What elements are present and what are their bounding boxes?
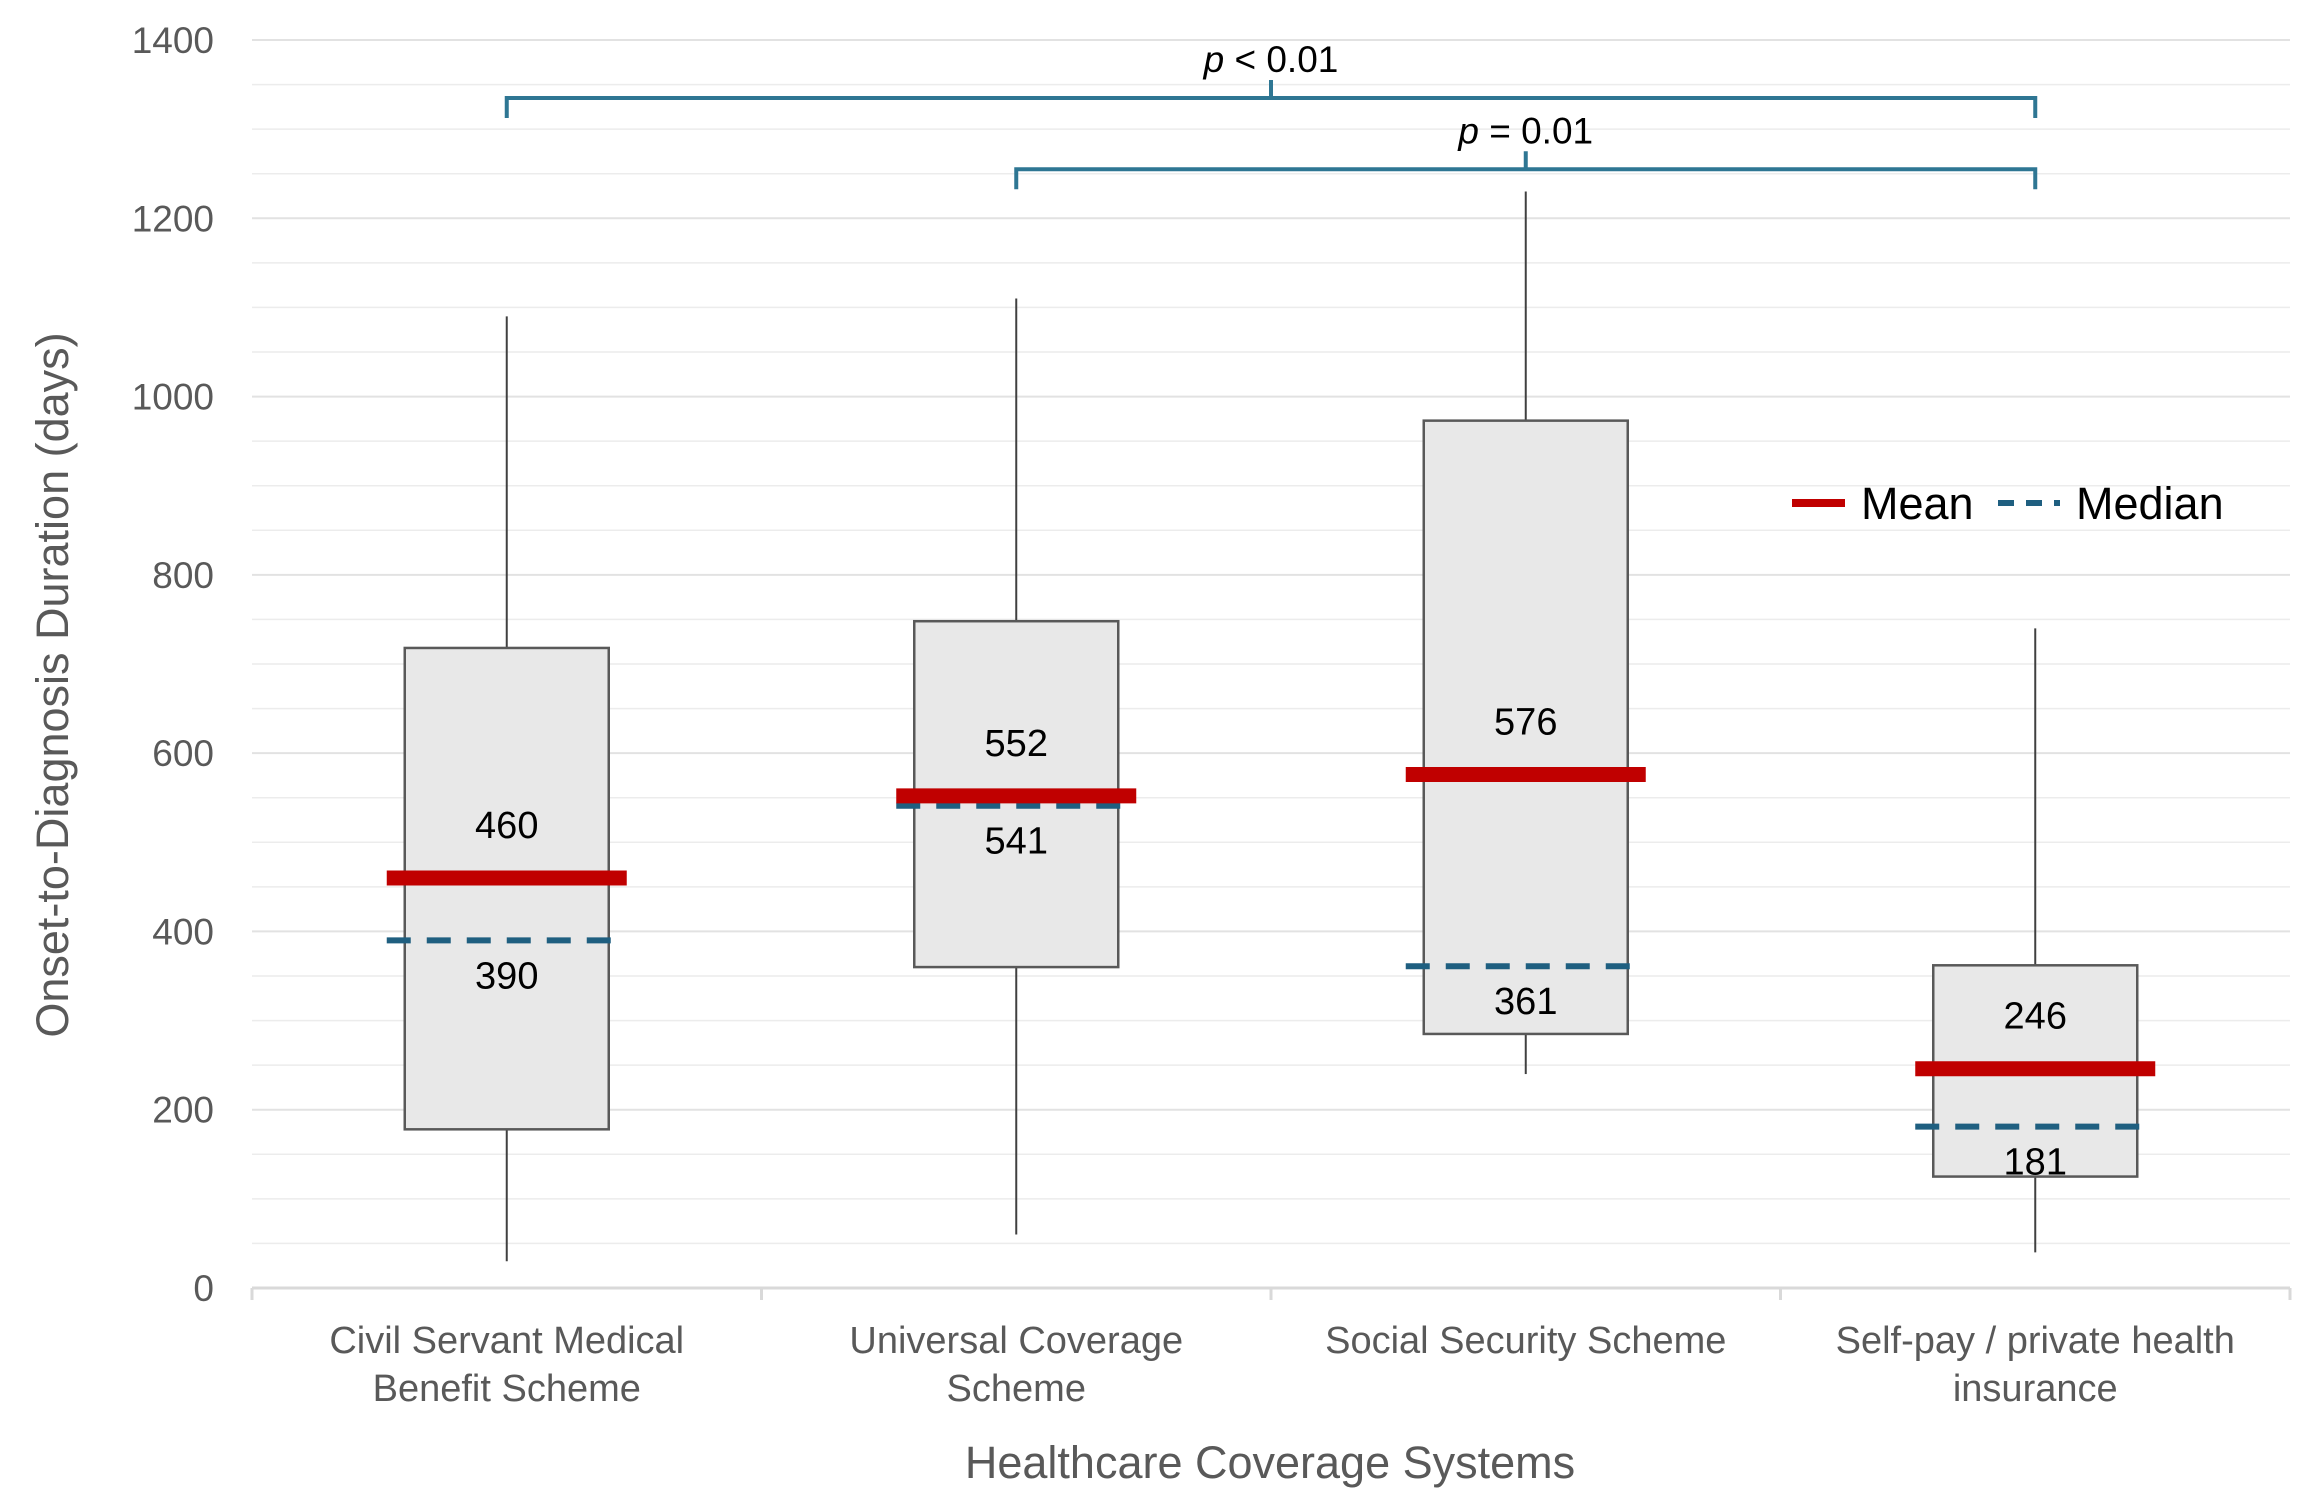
y-tick-label: 400 — [152, 911, 214, 952]
y-tick-label: 1200 — [132, 198, 214, 239]
box-iqr — [403, 646, 610, 1131]
significance-brackets: p < 0.01 p = 0.01 — [504, 39, 2038, 190]
mean-value-label: 460 — [475, 805, 538, 847]
boxes: 460 390 552 541 576 361 246 181 — [386, 191, 2156, 1262]
box-iqr — [1422, 419, 1629, 1036]
category-label: Social Security Scheme — [1325, 1320, 1726, 1362]
category-label: Self-pay / private health insurance — [1836, 1320, 2235, 1410]
mean-value-label: 552 — [985, 723, 1048, 765]
axes: 0 200 400 600 800 1000 1200 1400 Civil Servant M… — [132, 20, 2292, 1410]
y-tick-label: 1400 — [132, 20, 214, 61]
y-tick-label: 1000 — [132, 377, 214, 418]
x-axis-title: Healthcare Coverage Systems — [965, 1437, 1575, 1488]
y-tick-label: 200 — [152, 1090, 214, 1131]
median-value-label: 361 — [1494, 981, 1557, 1023]
p-value-label: p = 0.01 — [1457, 110, 1593, 151]
category-label: Universal Coverage Scheme — [849, 1320, 1183, 1410]
category-label: Civil Servant Medical Benefit Scheme — [329, 1320, 684, 1410]
legend-mean-label: Mean — [1861, 478, 1974, 529]
legend-median-label: Median — [2076, 478, 2224, 529]
y-axis-title: Onset-to-Diagnosis Duration (days) — [27, 332, 78, 1037]
median-value-label: 390 — [475, 955, 538, 997]
significance-bracket — [504, 79, 2038, 118]
legend: Mean Median — [1792, 478, 2224, 529]
mean-value-label: 576 — [1494, 702, 1557, 744]
y-tick-label: 800 — [152, 555, 214, 596]
mean-value-label: 246 — [2004, 996, 2067, 1038]
median-value-label: 541 — [985, 821, 1048, 863]
y-tick-label: 0 — [193, 1268, 214, 1309]
y-tick-label: 600 — [152, 733, 214, 774]
significance-bracket — [1014, 151, 2038, 190]
median-value-label: 181 — [2004, 1142, 2067, 1184]
p-value-label: p < 0.01 — [1203, 39, 1339, 80]
